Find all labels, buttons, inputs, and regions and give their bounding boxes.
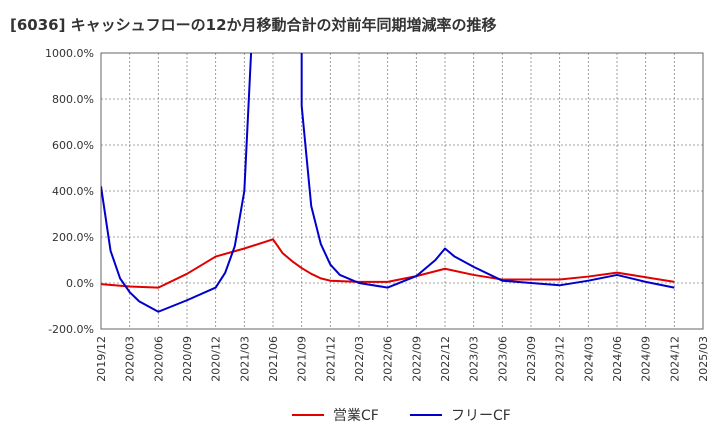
x-tick-label: 2024/09 bbox=[640, 336, 653, 382]
y-tick-label: 0.0% bbox=[66, 277, 94, 290]
x-tick-label: 2022/09 bbox=[410, 336, 423, 382]
x-tick-label: 2023/12 bbox=[554, 336, 567, 382]
grid-layer bbox=[100, 52, 704, 330]
x-tick-label: 2023/03 bbox=[468, 336, 481, 382]
x-tick-label: 2023/06 bbox=[496, 336, 509, 382]
y-tick-label: -200.0% bbox=[48, 323, 94, 336]
x-tick-label: 2021/12 bbox=[324, 336, 337, 382]
legend: 営業CF フリーCF bbox=[292, 408, 511, 424]
x-tick-label: 2020/03 bbox=[124, 336, 137, 382]
plot-area bbox=[100, 52, 704, 330]
y-tick-label: 200.0% bbox=[52, 231, 94, 244]
series-line-1 bbox=[101, 53, 675, 313]
x-tick-label: 2021/09 bbox=[296, 336, 309, 382]
x-tick-label: 2024/06 bbox=[611, 336, 624, 382]
x-tick-label: 2022/12 bbox=[439, 336, 452, 382]
x-tick-label: 2021/06 bbox=[267, 336, 280, 382]
legend-label-0: 営業CF bbox=[333, 408, 379, 424]
series-line-0 bbox=[101, 238, 675, 289]
x-tick-label: 2024/12 bbox=[668, 336, 681, 382]
x-tick-label: 2025/03 bbox=[697, 336, 710, 382]
x-tick-label: 2022/06 bbox=[382, 336, 395, 382]
x-tick-label: 2023/09 bbox=[525, 336, 538, 382]
y-axis: -200.0% 0.0% 200.0% 400.0% 600.0% 800.0% 1000.… bbox=[45, 47, 94, 336]
x-tick-label: 2020/12 bbox=[210, 336, 223, 382]
y-tick-label: 400.0% bbox=[52, 185, 94, 198]
x-tick-label: 2019/12 bbox=[95, 336, 108, 382]
y-tick-label: 600.0% bbox=[52, 139, 94, 152]
x-tick-label: 2020/06 bbox=[152, 336, 165, 382]
chart-title: [6036] キャッシュフローの12か月移動合計の対前年同期増減率の推移 bbox=[10, 16, 497, 34]
x-tick-label: 2022/03 bbox=[353, 336, 366, 382]
x-tick-label: 2024/03 bbox=[582, 336, 595, 382]
legend-label-1: フリーCF bbox=[451, 408, 511, 424]
x-tick-label: 2020/09 bbox=[181, 336, 194, 382]
x-tick-label: 2021/03 bbox=[238, 336, 251, 382]
y-tick-label: 1000.0% bbox=[45, 47, 94, 60]
y-tick-label: 800.0% bbox=[52, 93, 94, 106]
x-axis: 2019/12 2020/03 2020/06 2020/09 2020/12 2021/… bbox=[95, 336, 710, 382]
